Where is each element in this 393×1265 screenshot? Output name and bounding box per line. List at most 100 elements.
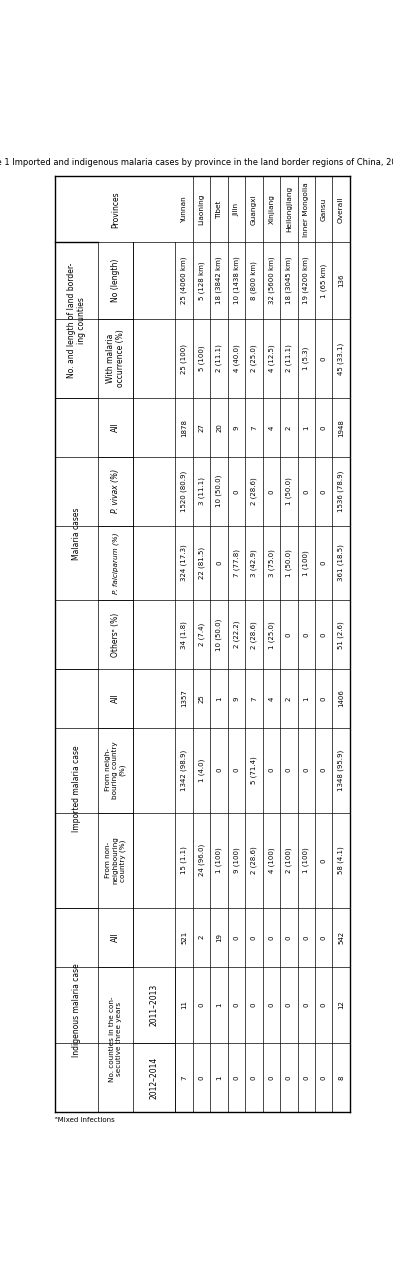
Text: 1: 1: [303, 425, 309, 430]
Text: Heilongjiang: Heilongjiang: [286, 186, 292, 233]
Text: Guangxi: Guangxi: [251, 194, 257, 225]
Text: Jilin: Jilin: [233, 202, 239, 216]
Text: 24 (96.0): 24 (96.0): [198, 844, 205, 877]
Text: 2 (28.6): 2 (28.6): [251, 621, 257, 649]
Text: Inner Mongolia: Inner Mongolia: [303, 182, 309, 237]
Text: 0: 0: [321, 425, 327, 430]
Text: P. falciparum (%): P. falciparum (%): [112, 533, 119, 593]
Text: 32 (5600 km): 32 (5600 km): [268, 257, 275, 305]
Text: 0: 0: [321, 935, 327, 940]
Text: 4: 4: [268, 696, 274, 701]
Text: 0: 0: [321, 357, 327, 361]
Text: 1: 1: [216, 1002, 222, 1007]
Text: No. counties in the con-
secutive three years: No. counties in the con- secutive three …: [109, 997, 122, 1082]
Text: 2 (25.0): 2 (25.0): [251, 345, 257, 372]
Text: 1348 (95.9): 1348 (95.9): [338, 749, 344, 791]
Text: 18 (3842 km): 18 (3842 km): [216, 257, 222, 305]
Text: Provinces: Provinces: [111, 191, 120, 228]
Text: 1878: 1878: [181, 419, 187, 436]
Text: 0: 0: [321, 696, 327, 701]
Text: 7: 7: [181, 1075, 187, 1080]
Text: 25 (4060 km): 25 (4060 km): [181, 257, 187, 305]
Text: 8 (800 km): 8 (800 km): [251, 261, 257, 300]
Text: 0: 0: [303, 490, 309, 493]
Text: 1 (100): 1 (100): [216, 848, 222, 873]
Text: 1 (50.0): 1 (50.0): [286, 549, 292, 577]
Text: 1406: 1406: [338, 689, 344, 707]
Text: 0: 0: [303, 768, 309, 773]
Text: 1: 1: [216, 696, 222, 701]
Text: 10 (50.0): 10 (50.0): [216, 619, 222, 651]
Text: 11: 11: [181, 1001, 187, 1009]
Text: 2: 2: [286, 696, 292, 701]
Text: 9: 9: [233, 696, 239, 701]
Text: 0: 0: [268, 768, 274, 773]
Text: 19 (4200 km): 19 (4200 km): [303, 257, 309, 305]
Text: 2 (100): 2 (100): [286, 848, 292, 873]
Text: From neigh-
bouring country
(%): From neigh- bouring country (%): [105, 741, 126, 799]
Text: 324 (17.3): 324 (17.3): [181, 545, 187, 582]
Text: ᵃMixed infections: ᵃMixed infections: [55, 1117, 115, 1123]
Text: 25: 25: [198, 694, 205, 703]
Text: 1 (50.0): 1 (50.0): [286, 477, 292, 505]
Text: 1357: 1357: [181, 689, 187, 707]
Text: 15 (1.1): 15 (1.1): [181, 846, 187, 874]
Text: 0: 0: [216, 768, 222, 773]
Text: 361 (18.5): 361 (18.5): [338, 544, 344, 582]
Text: No. and length of land border-
ing counties: No. and length of land border- ing count…: [67, 263, 86, 378]
Text: 1 (25.0): 1 (25.0): [268, 621, 275, 649]
Text: 521: 521: [181, 931, 187, 944]
Text: 0: 0: [233, 935, 239, 940]
Text: 0: 0: [321, 768, 327, 773]
Text: 0: 0: [303, 1075, 309, 1080]
Text: 2 (28.6): 2 (28.6): [251, 846, 257, 874]
Text: 5 (128 km): 5 (128 km): [198, 261, 205, 300]
Text: With malaria
occurrence (%): With malaria occurrence (%): [106, 330, 125, 387]
Text: 0: 0: [286, 1075, 292, 1080]
Text: 542: 542: [338, 931, 344, 944]
Text: 7: 7: [251, 696, 257, 701]
Text: 0: 0: [321, 858, 327, 863]
Text: All: All: [111, 932, 120, 942]
Text: 2 (11.1): 2 (11.1): [216, 344, 222, 372]
Text: P. vivax (%): P. vivax (%): [111, 469, 120, 514]
Text: 1 (5.3): 1 (5.3): [303, 347, 309, 371]
Text: All: All: [111, 423, 120, 433]
Text: 2 (11.1): 2 (11.1): [286, 344, 292, 372]
Text: 2 (28.6): 2 (28.6): [251, 477, 257, 505]
Text: 0: 0: [321, 632, 327, 636]
Text: Indigenous malaria case: Indigenous malaria case: [72, 963, 81, 1058]
Text: 5 (100): 5 (100): [198, 345, 205, 372]
Text: All: All: [111, 693, 120, 703]
Text: 51 (2.6): 51 (2.6): [338, 621, 344, 649]
Text: 0: 0: [268, 935, 274, 940]
Text: 4 (12.5): 4 (12.5): [268, 345, 275, 372]
Text: Tibet: Tibet: [216, 200, 222, 219]
Text: 5 (71.4): 5 (71.4): [251, 756, 257, 784]
Text: 1948: 1948: [338, 419, 344, 436]
Text: 0: 0: [268, 490, 274, 493]
Text: 0: 0: [286, 632, 292, 636]
Text: 0: 0: [268, 1002, 274, 1007]
Text: 4 (100): 4 (100): [268, 848, 275, 873]
Text: 0: 0: [251, 1002, 257, 1007]
Text: 19: 19: [216, 932, 222, 942]
Text: 1 (100): 1 (100): [303, 848, 309, 873]
Text: 2011–2013: 2011–2013: [150, 984, 159, 1026]
Text: 0: 0: [286, 768, 292, 773]
Text: Overall: Overall: [338, 196, 344, 223]
Text: Liaoning: Liaoning: [198, 194, 205, 225]
Text: 0: 0: [216, 560, 222, 565]
Text: 0: 0: [321, 1002, 327, 1007]
Text: Malaria cases: Malaria cases: [72, 507, 81, 560]
Text: 1 (100): 1 (100): [303, 550, 309, 576]
Text: 10 (50.0): 10 (50.0): [216, 476, 222, 507]
Text: 0: 0: [198, 1075, 205, 1080]
Text: 12: 12: [338, 1001, 344, 1009]
Text: 0: 0: [233, 1075, 239, 1080]
Text: 4: 4: [268, 425, 274, 430]
Text: Xinjiang: Xinjiang: [268, 195, 274, 224]
Text: 0: 0: [286, 1002, 292, 1007]
Text: 0: 0: [303, 1002, 309, 1007]
Text: Table 1 Imported and indigenous malaria cases by province in the land border reg: Table 1 Imported and indigenous malaria …: [0, 158, 393, 167]
